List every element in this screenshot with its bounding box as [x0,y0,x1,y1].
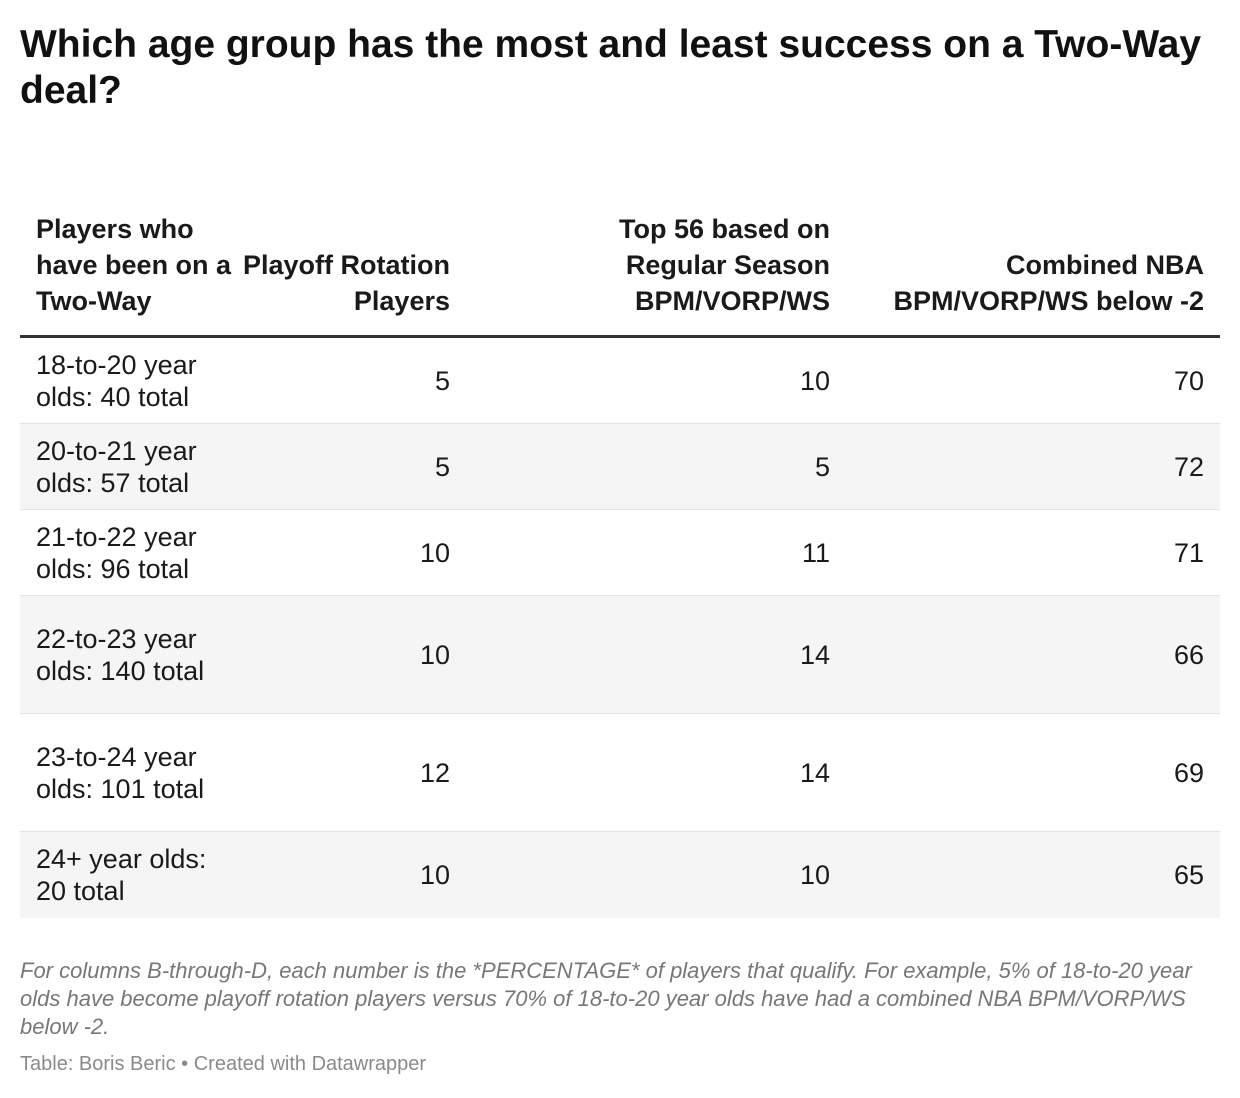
cell-below-minus-2: 66 [1173,639,1204,670]
cell-playoff-rotation: 10 [419,639,450,670]
data-table: Players who have been on a Two-Way Playo… [20,172,1220,918]
source-credit: Table: Boris Beric • Created with Datawr… [20,1053,427,1075]
cell-below-minus-2: 65 [1173,860,1204,890]
row-label: 21-to-22 year olds: 96 total [36,521,197,584]
table-notes: For columns B-through-D, each number is … [20,958,1192,1039]
cell-top-56: 10 [799,860,830,890]
cell-below-minus-2: 71 [1173,537,1204,568]
cell-top-56: 11 [801,537,830,568]
cell-top-56: 14 [799,639,830,670]
row-label: 22-to-23 year olds: 140 total [36,623,205,686]
row-label: 24+ year olds: 20 total [36,844,207,906]
row-label: 23-to-24 year olds: 101 total [36,741,205,804]
table-row: 24+ year olds: 20 total 10 10 65 [20,832,1220,918]
table-row: 18-to-20 year olds: 40 total 5 10 70 [20,338,1220,424]
cell-playoff-rotation: 10 [419,537,450,568]
cell-playoff-rotation: 12 [419,757,450,788]
cell-top-56: 5 [814,451,830,482]
row-label: 18-to-20 year olds: 40 total [36,349,197,412]
column-header-below-minus-2[interactable]: Combined NBA BPM/VORP/WS below -2 [893,250,1204,316]
column-header-playoff-rotation[interactable]: Playoff Rotation Players [243,250,450,316]
cell-top-56: 14 [799,757,830,788]
chart-title: Which age group has the most and least s… [20,23,1202,112]
cell-playoff-rotation: 10 [419,860,450,890]
cell-below-minus-2: 72 [1173,451,1204,482]
table-row: 20-to-21 year olds: 57 total 5 5 72 [20,424,1220,510]
cell-playoff-rotation: 5 [434,451,450,482]
column-header-players[interactable]: Players who have been on a Two-Way [36,214,232,316]
row-label: 20-to-21 year olds: 57 total [36,435,197,498]
table-header: Players who have been on a Two-Way Playo… [20,172,1220,338]
cell-top-56: 10 [799,365,830,396]
table-row: 21-to-22 year olds: 96 total 10 11 71 [20,510,1220,596]
cell-below-minus-2: 70 [1173,365,1204,396]
cell-playoff-rotation: 5 [434,365,450,396]
table-row: 23-to-24 year olds: 101 total 12 14 69 [20,714,1220,832]
cell-below-minus-2: 69 [1173,757,1204,788]
column-header-top-56[interactable]: Top 56 based on Regular Season BPM/VORP/… [618,214,830,316]
table-row: 22-to-23 year olds: 140 total 10 14 66 [20,596,1220,714]
